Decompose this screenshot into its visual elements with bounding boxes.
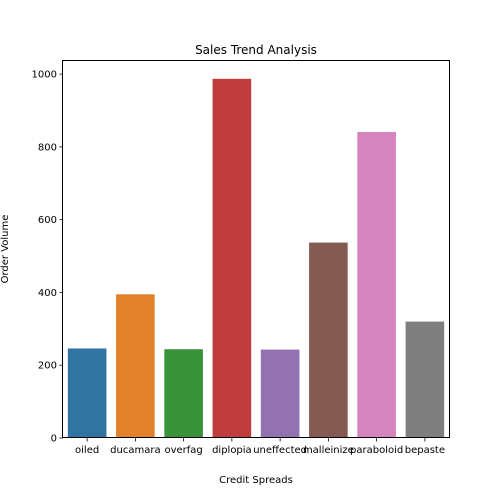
bar-overfag <box>164 349 203 438</box>
bars-group <box>67 78 445 438</box>
x-tick-label: bepaste <box>405 445 445 456</box>
x-tick-label: uneffected <box>253 445 307 456</box>
bar-paraboloid <box>357 131 396 438</box>
y-tick-label: 200 <box>38 361 57 372</box>
bar-uneffected <box>260 349 300 438</box>
x-tick-label: diplopia <box>212 445 252 456</box>
x-tick-label: ducamara <box>110 445 160 456</box>
x-tick-label: oiled <box>75 445 99 456</box>
y-axis-title: Order Volume <box>0 215 11 284</box>
x-axis-title: Credit Spreads <box>219 475 293 486</box>
y-tick-label: 600 <box>38 215 57 226</box>
y-axis-ticks: 0 200 400 600 800 1000 <box>32 70 63 445</box>
plot-frame <box>62 60 450 438</box>
bar-diplopia <box>212 78 252 438</box>
y-tick-label: 400 <box>38 288 57 299</box>
x-tick-label: paraboloid <box>350 445 403 456</box>
y-tick-label: 800 <box>38 142 57 153</box>
bar-bepaste <box>405 321 445 438</box>
x-tick-label: overfag <box>164 445 202 456</box>
y-tick-label: 0 <box>51 434 57 445</box>
bar-ducamara <box>116 294 155 438</box>
chart-title: Sales Trend Analysis <box>195 43 317 57</box>
bar-oiled <box>67 348 107 438</box>
bar-malleinize <box>309 242 348 438</box>
y-tick-label: 1000 <box>32 70 57 81</box>
x-tick-label: malleinize <box>303 445 354 456</box>
x-axis-ticks: oiled ducamara overfag diplopia uneffectedma… <box>75 438 445 456</box>
